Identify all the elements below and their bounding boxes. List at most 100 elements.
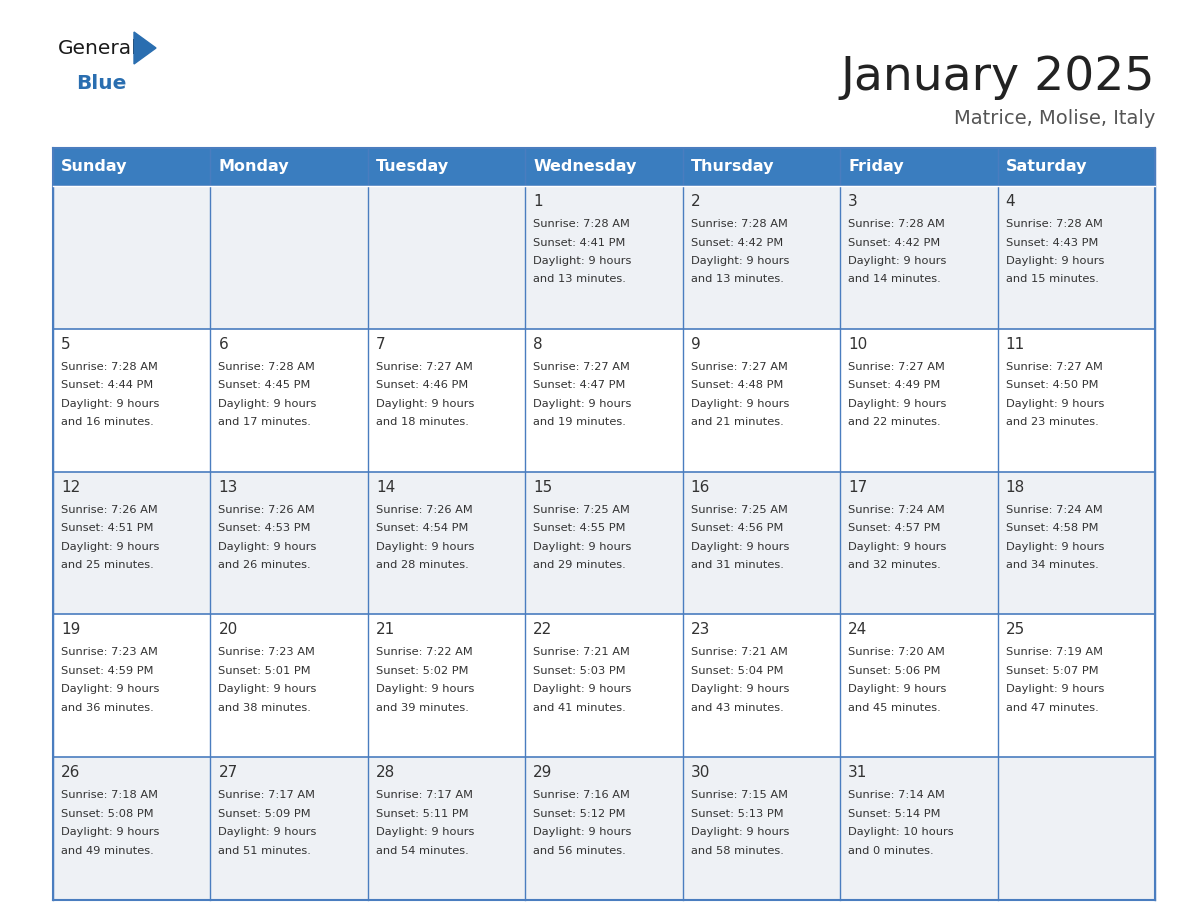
Text: Daylight: 9 hours: Daylight: 9 hours [690, 398, 789, 409]
Text: Sunrise: 7:26 AM: Sunrise: 7:26 AM [375, 505, 473, 515]
Text: Daylight: 9 hours: Daylight: 9 hours [219, 398, 317, 409]
Text: Daylight: 9 hours: Daylight: 9 hours [219, 827, 317, 837]
Bar [683, 329, 840, 472]
Text: 13: 13 [219, 479, 238, 495]
Text: and 26 minutes.: and 26 minutes. [219, 560, 311, 570]
Bar [683, 472, 840, 614]
Text: Sunset: 4:45 PM: Sunset: 4:45 PM [219, 380, 311, 390]
Text: and 54 minutes.: and 54 minutes. [375, 845, 468, 856]
Text: 30: 30 [690, 766, 710, 780]
Text: 18: 18 [1005, 479, 1025, 495]
Text: Sunset: 4:43 PM: Sunset: 4:43 PM [1005, 238, 1098, 248]
Text: 22: 22 [533, 622, 552, 637]
Text: Sunrise: 7:18 AM: Sunrise: 7:18 AM [61, 790, 158, 800]
Text: Daylight: 9 hours: Daylight: 9 hours [375, 398, 474, 409]
Text: Sunset: 5:04 PM: Sunset: 5:04 PM [690, 666, 783, 676]
Text: Sunrise: 7:20 AM: Sunrise: 7:20 AM [848, 647, 944, 657]
Text: Sunrise: 7:25 AM: Sunrise: 7:25 AM [533, 505, 630, 515]
Text: Sunset: 5:06 PM: Sunset: 5:06 PM [848, 666, 941, 676]
Text: Sunrise: 7:27 AM: Sunrise: 7:27 AM [533, 362, 630, 372]
Bar [53, 186, 210, 329]
Text: Daylight: 9 hours: Daylight: 9 hours [690, 827, 789, 837]
Text: 7: 7 [375, 337, 385, 352]
Text: Sunset: 4:41 PM: Sunset: 4:41 PM [533, 238, 626, 248]
Bar [840, 329, 998, 472]
Text: and 13 minutes.: and 13 minutes. [533, 274, 626, 285]
Text: 6: 6 [219, 337, 228, 352]
Text: and 45 minutes.: and 45 minutes. [848, 703, 941, 713]
Text: 29: 29 [533, 766, 552, 780]
Text: Daylight: 9 hours: Daylight: 9 hours [848, 542, 947, 552]
Text: Daylight: 9 hours: Daylight: 9 hours [375, 685, 474, 694]
Text: and 41 minutes.: and 41 minutes. [533, 703, 626, 713]
Text: Sunset: 4:56 PM: Sunset: 4:56 PM [690, 523, 783, 533]
Text: Sunrise: 7:27 AM: Sunrise: 7:27 AM [848, 362, 944, 372]
Text: Sunrise: 7:24 AM: Sunrise: 7:24 AM [848, 505, 944, 515]
Text: Daylight: 9 hours: Daylight: 9 hours [848, 398, 947, 409]
Bar [998, 186, 1155, 329]
Text: Tuesday: Tuesday [375, 160, 449, 174]
Text: Sunset: 4:46 PM: Sunset: 4:46 PM [375, 380, 468, 390]
Text: and 31 minutes.: and 31 minutes. [690, 560, 784, 570]
Text: Sunrise: 7:21 AM: Sunrise: 7:21 AM [533, 647, 630, 657]
Text: Sunrise: 7:16 AM: Sunrise: 7:16 AM [533, 790, 630, 800]
Text: Daylight: 9 hours: Daylight: 9 hours [848, 685, 947, 694]
Text: and 14 minutes.: and 14 minutes. [848, 274, 941, 285]
Bar [53, 148, 1155, 186]
Text: Sunrise: 7:26 AM: Sunrise: 7:26 AM [219, 505, 315, 515]
Bar [368, 757, 525, 900]
Text: 23: 23 [690, 622, 710, 637]
Text: and 13 minutes.: and 13 minutes. [690, 274, 784, 285]
Text: 11: 11 [1005, 337, 1025, 352]
Text: Sunset: 4:59 PM: Sunset: 4:59 PM [61, 666, 153, 676]
Text: Sunrise: 7:22 AM: Sunrise: 7:22 AM [375, 647, 473, 657]
Text: Daylight: 9 hours: Daylight: 9 hours [61, 542, 159, 552]
Text: and 47 minutes.: and 47 minutes. [1005, 703, 1099, 713]
Text: Sunset: 4:49 PM: Sunset: 4:49 PM [848, 380, 941, 390]
Text: Sunset: 5:13 PM: Sunset: 5:13 PM [690, 809, 783, 819]
Text: and 22 minutes.: and 22 minutes. [848, 418, 941, 427]
Text: Daylight: 9 hours: Daylight: 9 hours [533, 256, 632, 266]
Text: Sunrise: 7:28 AM: Sunrise: 7:28 AM [848, 219, 944, 229]
Text: January 2025: January 2025 [840, 55, 1155, 100]
Text: Sunrise: 7:27 AM: Sunrise: 7:27 AM [375, 362, 473, 372]
Text: and 43 minutes.: and 43 minutes. [690, 703, 783, 713]
Text: 17: 17 [848, 479, 867, 495]
Text: and 15 minutes.: and 15 minutes. [1005, 274, 1099, 285]
Text: and 58 minutes.: and 58 minutes. [690, 845, 784, 856]
Text: Matrice, Molise, Italy: Matrice, Molise, Italy [954, 108, 1155, 128]
Text: 16: 16 [690, 479, 710, 495]
Text: Sunrise: 7:14 AM: Sunrise: 7:14 AM [848, 790, 944, 800]
Bar [683, 614, 840, 757]
Text: Daylight: 9 hours: Daylight: 9 hours [375, 827, 474, 837]
Text: Daylight: 9 hours: Daylight: 9 hours [1005, 685, 1104, 694]
Text: Sunset: 4:57 PM: Sunset: 4:57 PM [848, 523, 941, 533]
Text: and 39 minutes.: and 39 minutes. [375, 703, 469, 713]
Text: Sunset: 4:42 PM: Sunset: 4:42 PM [848, 238, 941, 248]
Text: Sunset: 4:53 PM: Sunset: 4:53 PM [219, 523, 311, 533]
Text: and 38 minutes.: and 38 minutes. [219, 703, 311, 713]
Text: 25: 25 [1005, 622, 1025, 637]
Text: Blue: Blue [76, 74, 126, 93]
Bar [368, 329, 525, 472]
Text: and 21 minutes.: and 21 minutes. [690, 418, 783, 427]
Bar [840, 614, 998, 757]
Text: Sunrise: 7:25 AM: Sunrise: 7:25 AM [690, 505, 788, 515]
Text: Sunset: 5:09 PM: Sunset: 5:09 PM [219, 809, 311, 819]
Bar [525, 186, 683, 329]
Text: and 36 minutes.: and 36 minutes. [61, 703, 153, 713]
Bar [998, 329, 1155, 472]
Text: Sunrise: 7:17 AM: Sunrise: 7:17 AM [375, 790, 473, 800]
Text: Sunrise: 7:17 AM: Sunrise: 7:17 AM [219, 790, 316, 800]
Text: and 49 minutes.: and 49 minutes. [61, 845, 153, 856]
Text: Sunrise: 7:23 AM: Sunrise: 7:23 AM [219, 647, 315, 657]
Text: Sunset: 4:54 PM: Sunset: 4:54 PM [375, 523, 468, 533]
Text: 9: 9 [690, 337, 701, 352]
Text: and 19 minutes.: and 19 minutes. [533, 418, 626, 427]
Text: Daylight: 9 hours: Daylight: 9 hours [61, 685, 159, 694]
Bar [840, 757, 998, 900]
Text: Daylight: 9 hours: Daylight: 9 hours [375, 542, 474, 552]
Text: Sunset: 5:12 PM: Sunset: 5:12 PM [533, 809, 626, 819]
Text: Sunrise: 7:15 AM: Sunrise: 7:15 AM [690, 790, 788, 800]
Bar [525, 757, 683, 900]
